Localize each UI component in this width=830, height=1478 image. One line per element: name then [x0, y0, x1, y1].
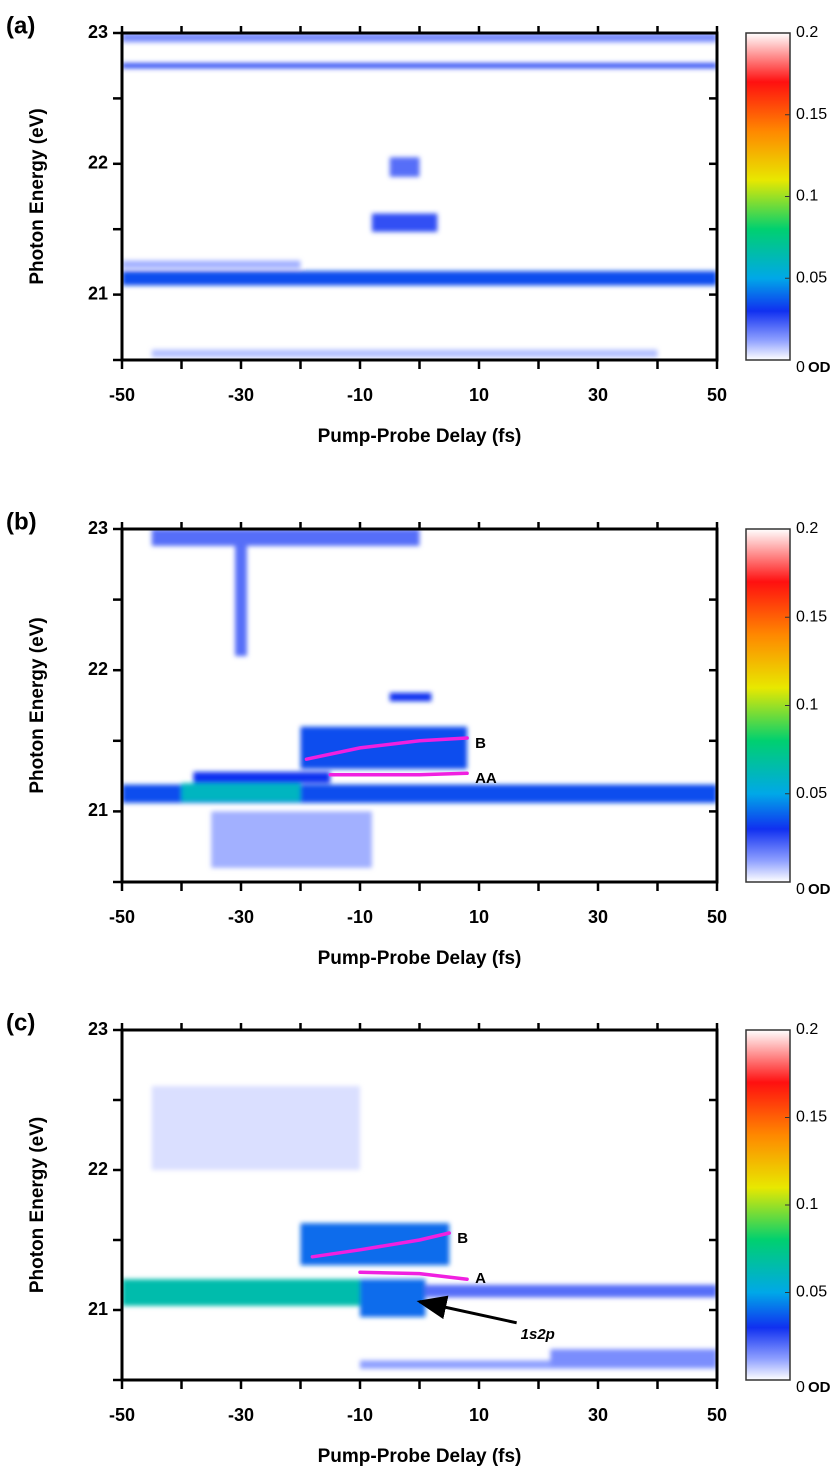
- panel-label: (b): [6, 508, 37, 535]
- heatmap-cell: [390, 157, 420, 177]
- colorbar-tick-label: 0.1: [796, 1196, 818, 1213]
- heatmap-cell: [301, 1223, 450, 1265]
- colorbar-tick-label: 0.05: [796, 785, 827, 802]
- heatmap-cell: [122, 271, 717, 285]
- heatmap-cell: [211, 811, 372, 867]
- plot-frame: [122, 33, 717, 360]
- x-tick-label: 30: [588, 907, 608, 927]
- heatmap-cell: [122, 261, 301, 269]
- curve-label: B: [457, 1230, 468, 1247]
- annotation-arrow: [420, 1302, 517, 1323]
- y-tick-label: 22: [88, 659, 108, 679]
- heatmap-cell: [425, 1285, 717, 1298]
- y-tick-label: 21: [88, 1299, 108, 1319]
- curve: [330, 773, 467, 774]
- panel: -50 -30 -10 10 30 50 21 22 23 Pump-Probe Delay (f…: [6, 12, 830, 447]
- y-tick-label: 23: [88, 1019, 108, 1039]
- colorbar-tick-label: 0: [796, 1379, 805, 1396]
- y-axis-title: Photon Energy (eV): [27, 108, 48, 284]
- colorbar-tick-label: 0.2: [796, 1021, 818, 1038]
- x-tick-label: 50: [707, 907, 727, 927]
- x-tick-label: 10: [469, 1405, 489, 1425]
- panel: B A 1s2p -50 -30 -10 10 30 50 21 22 23 Pump-Probe De…: [6, 1009, 830, 1467]
- heatmap-cell: [390, 693, 432, 701]
- colorbar-unit: OD: [808, 1379, 830, 1396]
- heatmap-cell: [122, 63, 717, 68]
- x-tick-label: -10: [347, 1405, 373, 1425]
- heatmap-cell: [360, 1279, 425, 1317]
- heatmap-cell: [372, 214, 437, 232]
- colorbar-unit: OD: [808, 881, 830, 898]
- heatmap-cell: [193, 772, 330, 783]
- x-tick-label: -30: [228, 907, 254, 927]
- colorbar-unit: OD: [808, 359, 830, 376]
- y-axis-title: Photon Energy (eV): [27, 1117, 48, 1293]
- heatmap-layer: [122, 1086, 717, 1369]
- colorbar-tick-label: 0.2: [796, 24, 818, 41]
- y-tick-label: 21: [88, 800, 108, 820]
- y-tick-label: 22: [88, 1159, 108, 1179]
- colorbar: [746, 33, 790, 360]
- curve-label: AA: [475, 770, 497, 787]
- y-tick-label: 22: [88, 153, 108, 173]
- heatmap-cell: [182, 783, 301, 801]
- heatmap: [122, 1086, 717, 1369]
- heatmap-cell: [152, 1086, 360, 1170]
- panel-label: (c): [6, 1009, 35, 1036]
- colorbar-tick-label: 0.15: [796, 106, 827, 123]
- colorbar: [746, 529, 790, 882]
- panel-label: (a): [6, 12, 35, 39]
- heatmap-cell: [301, 727, 468, 769]
- heatmap-cell: [235, 529, 247, 656]
- annotation-text: 1s2p: [521, 1326, 555, 1343]
- x-tick-label: 30: [588, 1405, 608, 1425]
- colorbar-tick-label: 0.15: [796, 608, 827, 625]
- heatmap: [122, 529, 717, 868]
- colorbar-tick-label: 0.15: [796, 1109, 827, 1126]
- heatmap-cell: [152, 350, 658, 358]
- colorbar-tick-label: 0.1: [796, 188, 818, 205]
- x-axis-title: Pump-Probe Delay (fs): [318, 948, 522, 969]
- x-tick-label: -30: [228, 385, 254, 405]
- curve-label: A: [475, 1270, 486, 1287]
- x-tick-label: 10: [469, 385, 489, 405]
- plot-frame: [122, 1030, 717, 1380]
- x-tick-label: -10: [347, 385, 373, 405]
- x-tick-label: -10: [347, 907, 373, 927]
- x-tick-label: 30: [588, 385, 608, 405]
- x-tick-label: 10: [469, 907, 489, 927]
- x-tick-label: -30: [228, 1405, 254, 1425]
- x-tick-label: -50: [109, 907, 135, 927]
- curve: [360, 1272, 467, 1279]
- colorbar-tick-label: 0.2: [796, 520, 818, 537]
- heatmap-layer: [122, 33, 717, 357]
- colorbar-tick-label: 0: [796, 359, 805, 376]
- x-tick-label: 50: [707, 1405, 727, 1425]
- heatmap: [122, 33, 717, 357]
- curve-label: B: [475, 735, 486, 752]
- y-tick-label: 23: [88, 518, 108, 538]
- panel: B AA -50 -30 -10 10 30 50 21 22 23 Pump-Probe Delay…: [6, 508, 830, 969]
- heatmap-cell: [550, 1349, 717, 1366]
- colorbar-tick-label: 0.05: [796, 1284, 827, 1301]
- heatmap-cell: [152, 529, 420, 546]
- colorbar-tick-label: 0.05: [796, 269, 827, 286]
- x-axis-title: Pump-Probe Delay (fs): [318, 426, 522, 447]
- colorbar-tick-label: 0.1: [796, 697, 818, 714]
- x-tick-label: 50: [707, 385, 727, 405]
- heatmap-layer: [122, 529, 717, 868]
- colorbar-tick-label: 0: [796, 881, 805, 898]
- x-tick-label: -50: [109, 385, 135, 405]
- heatmap-cell: [122, 1279, 360, 1306]
- colorbar: [746, 1030, 790, 1380]
- y-axis-title: Photon Energy (eV): [27, 617, 48, 793]
- y-tick-label: 23: [88, 22, 108, 42]
- x-axis-title: Pump-Probe Delay (fs): [318, 1446, 522, 1467]
- y-tick-label: 21: [88, 283, 108, 303]
- x-tick-label: -50: [109, 1405, 135, 1425]
